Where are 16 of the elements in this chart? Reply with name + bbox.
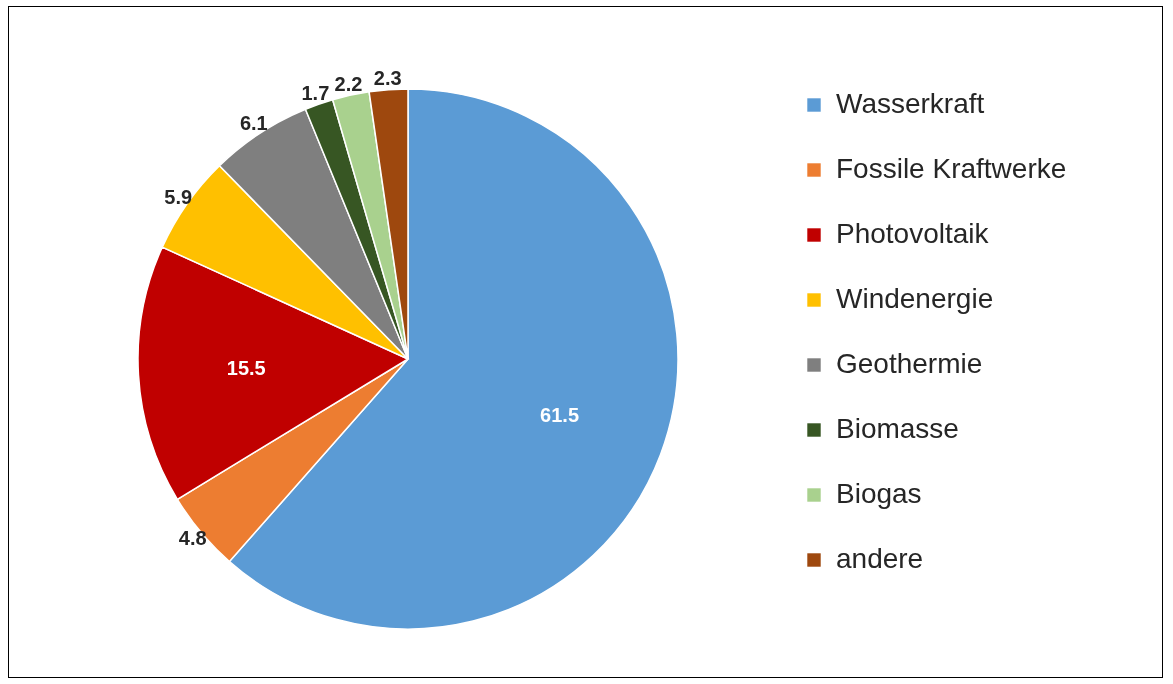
data-label: 5.9 — [164, 185, 193, 208]
data-label: 15.5 — [226, 356, 266, 379]
legend-label: Windenergie — [836, 283, 994, 314]
data-label: 1.7 — [301, 81, 330, 104]
legend-label: Biogas — [836, 478, 922, 509]
data-label: 6.1 — [239, 112, 268, 135]
data-label: 2.2 — [334, 72, 363, 95]
legend-label: andere — [836, 543, 924, 574]
legend-label: Geothermie — [836, 348, 983, 379]
legend-label: Biomasse — [836, 413, 959, 444]
legend-label: Wasserkraft — [836, 88, 985, 119]
data-label: 4.8 — [178, 527, 207, 550]
legend-label: Fossile Kraftwerke — [836, 153, 1067, 184]
legend-label: Photovoltaik — [836, 218, 990, 249]
data-label: 2.3 — [373, 66, 402, 89]
data-label: 61.5 — [540, 404, 580, 427]
